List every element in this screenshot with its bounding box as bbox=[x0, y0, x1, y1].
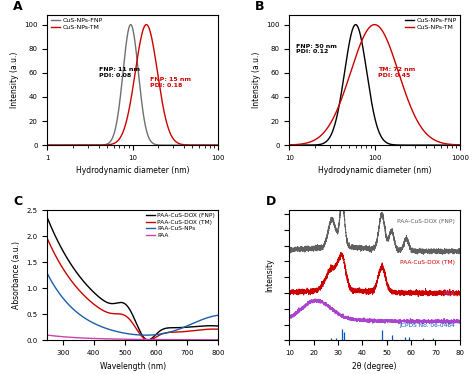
Legend: PAA-CuS-DOX (FNP), PAA-CuS-DOX (TM), PAA-CuS-NPs, PAA: PAA-CuS-DOX (FNP), PAA-CuS-DOX (TM), PAA… bbox=[146, 213, 215, 238]
X-axis label: Hydrodynamic diameter (nm): Hydrodynamic diameter (nm) bbox=[76, 166, 189, 175]
Y-axis label: Intensity (a.u.): Intensity (a.u.) bbox=[252, 52, 261, 108]
Y-axis label: Intensity (a.u.): Intensity (a.u.) bbox=[9, 52, 18, 108]
Text: FNP: 50 nm
PDI: 0.12: FNP: 50 nm PDI: 0.12 bbox=[296, 44, 337, 54]
Y-axis label: Intensity: Intensity bbox=[265, 258, 274, 292]
Legend: CuS-NPs-FNP, CuS-NPs-TM: CuS-NPs-FNP, CuS-NPs-TM bbox=[51, 18, 103, 30]
Text: PAA-CuS-DOX (TM): PAA-CuS-DOX (TM) bbox=[400, 260, 455, 265]
Text: PAA-CuS-DOX (FNP): PAA-CuS-DOX (FNP) bbox=[397, 219, 455, 224]
Legend: CuS-NPs-FNP, CuS-NPs-TM: CuS-NPs-FNP, CuS-NPs-TM bbox=[404, 18, 456, 30]
Text: JCPDS No. 06-0464: JCPDS No. 06-0464 bbox=[399, 324, 455, 328]
Text: FNP: 15 nm
PDI: 0.18: FNP: 15 nm PDI: 0.18 bbox=[150, 77, 191, 88]
Text: B: B bbox=[255, 0, 265, 13]
Y-axis label: Absorbance (a.u.): Absorbance (a.u.) bbox=[12, 241, 21, 309]
Text: D: D bbox=[265, 195, 276, 208]
Text: C: C bbox=[13, 195, 22, 208]
Text: A: A bbox=[13, 0, 23, 13]
X-axis label: Wavelength (nm): Wavelength (nm) bbox=[100, 362, 166, 371]
Text: FNP: 11 nm
PDI: 0.08: FNP: 11 nm PDI: 0.08 bbox=[99, 67, 139, 78]
X-axis label: Hydrodynamic diameter (nm): Hydrodynamic diameter (nm) bbox=[318, 166, 431, 175]
X-axis label: 2θ (degree): 2θ (degree) bbox=[352, 362, 397, 371]
Text: TM: 72 nm
PDI: 0.45: TM: 72 nm PDI: 0.45 bbox=[378, 67, 415, 78]
Text: PAA: PAA bbox=[443, 291, 455, 296]
